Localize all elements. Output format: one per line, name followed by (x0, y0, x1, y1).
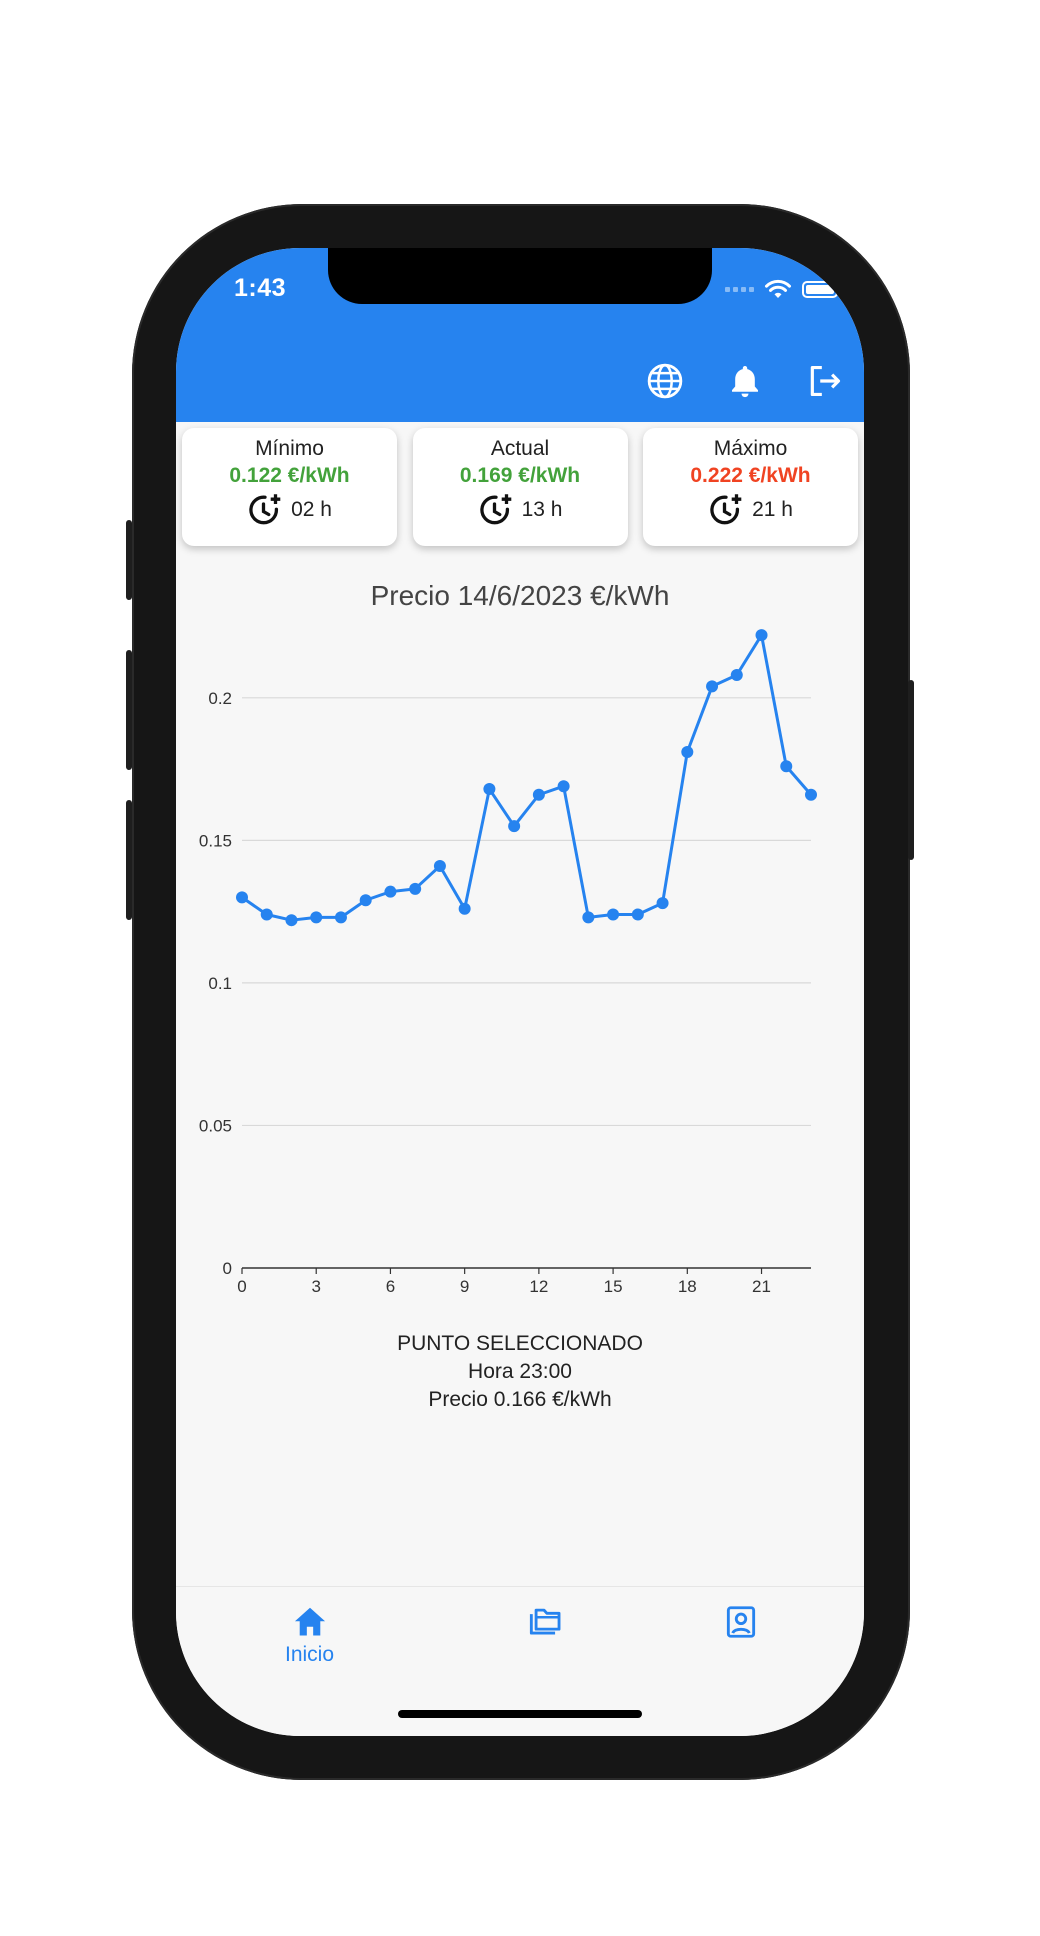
data-point[interactable] (260, 908, 273, 921)
app-bar-actions (636, 352, 854, 410)
selected-point-price: Precio 0.166 €/kWh (428, 1388, 612, 1411)
mute-switch (126, 520, 132, 600)
data-point[interactable] (656, 897, 669, 910)
data-point[interactable] (780, 760, 793, 773)
min-price-card: Mínimo 0.122 €/kWh 02 h (182, 428, 397, 546)
contact-card-icon (726, 1606, 756, 1638)
clock-plus-icon (249, 494, 281, 525)
data-point[interactable] (483, 783, 496, 796)
y-tick-label: 0.2 (208, 689, 232, 708)
nav-label: Inicio (285, 1643, 335, 1666)
data-point[interactable] (557, 780, 570, 793)
signal-icon (725, 286, 754, 292)
selected-point-heading: PUNTO SELECCIONADO (397, 1332, 643, 1355)
data-point[interactable] (359, 894, 372, 907)
x-tick-label: 18 (678, 1277, 697, 1296)
notifications-button[interactable] (716, 352, 774, 410)
clock-plus-icon (710, 494, 742, 525)
x-tick-label: 21 (752, 1277, 771, 1296)
price-summary-cards: Mínimo 0.122 €/kWh 02 h Actual 0.169 €/k… (182, 428, 858, 546)
x-tick-label: 0 (237, 1277, 246, 1296)
y-tick-label: 0.1 (208, 974, 232, 993)
card-hour: 13 h (478, 492, 563, 528)
globe-icon (647, 363, 683, 399)
data-point[interactable] (433, 860, 446, 873)
selected-point-hour: Hora 23:00 (468, 1360, 572, 1383)
x-tick-label: 6 (386, 1277, 395, 1296)
price-line-chart[interactable]: 0 0.05 0.1 0.15 0.2 0 3 6 9 12 15 18 21 (176, 618, 864, 1338)
folders-icon (529, 1608, 561, 1635)
card-label: Máximo (713, 437, 788, 460)
logout-icon (810, 365, 841, 397)
data-point[interactable] (730, 669, 743, 682)
y-tick-label: 0 (223, 1259, 232, 1278)
data-point[interactable] (681, 745, 694, 758)
notch (328, 248, 712, 304)
card-hour: 21 h (708, 492, 793, 528)
card-price: 0.122 €/kWh (229, 464, 350, 487)
clock-plus-icon (479, 494, 511, 525)
y-tick-label: 0.15 (199, 831, 232, 850)
max-price-card: Máximo 0.222 €/kWh 21 h (643, 428, 858, 546)
home-icon (294, 1607, 325, 1636)
volume-up-button (126, 650, 132, 770)
card-price: 0.169 €/kWh (459, 464, 581, 487)
nav-item-documents[interactable] (525, 1603, 563, 1641)
x-tick-label: 9 (460, 1277, 469, 1296)
x-tick-label: 15 (604, 1277, 623, 1296)
data-point[interactable] (532, 788, 545, 801)
nav-item-home[interactable]: Inicio (285, 1603, 334, 1667)
data-point[interactable] (805, 788, 817, 801)
data-point[interactable] (409, 882, 422, 895)
data-point[interactable] (310, 911, 323, 924)
phone-screen: 1:43 (176, 248, 864, 1736)
logout-button[interactable] (796, 352, 854, 410)
card-hour: 02 h (247, 492, 332, 528)
power-button (908, 680, 914, 860)
card-hour-text: 13 h (521, 498, 563, 521)
chart-title: Precio 14/6/2023 €/kWh (370, 580, 670, 611)
data-point[interactable] (334, 911, 347, 924)
language-button[interactable] (636, 352, 694, 410)
status-time: 1:43 (234, 274, 287, 302)
status-indicators (725, 278, 841, 300)
data-point[interactable] (236, 891, 248, 904)
card-price: 0.222 €/kWh (690, 464, 811, 487)
x-tick-label: 3 (311, 1277, 320, 1296)
y-tick-label: 0.05 (199, 1116, 232, 1135)
data-point[interactable] (755, 629, 768, 642)
data-point[interactable] (508, 820, 521, 833)
data-point[interactable] (582, 911, 595, 924)
data-point[interactable] (607, 908, 620, 921)
card-label: Actual (490, 437, 550, 460)
selected-point-info: PUNTO SELECCIONADO Hora 23:00 Precio 0.1… (176, 1330, 864, 1414)
volume-down-button (126, 800, 132, 920)
battery-icon (802, 280, 841, 298)
data-point[interactable] (384, 885, 397, 898)
home-indicator (398, 1710, 642, 1718)
card-hour-text: 21 h (752, 498, 793, 521)
card-hour-text: 02 h (291, 498, 332, 521)
nav-item-profile[interactable] (722, 1603, 760, 1641)
data-point[interactable] (631, 908, 644, 921)
bell-icon (732, 365, 758, 398)
wifi-icon (765, 279, 791, 298)
current-price-card: Actual 0.169 €/kWh 13 h (412, 428, 628, 546)
data-point[interactable] (285, 914, 298, 927)
card-label: Mínimo (255, 437, 324, 460)
data-point[interactable] (706, 680, 719, 693)
data-point[interactable] (458, 902, 471, 915)
price-series-line (241, 633, 813, 922)
x-tick-label: 12 (529, 1277, 548, 1296)
